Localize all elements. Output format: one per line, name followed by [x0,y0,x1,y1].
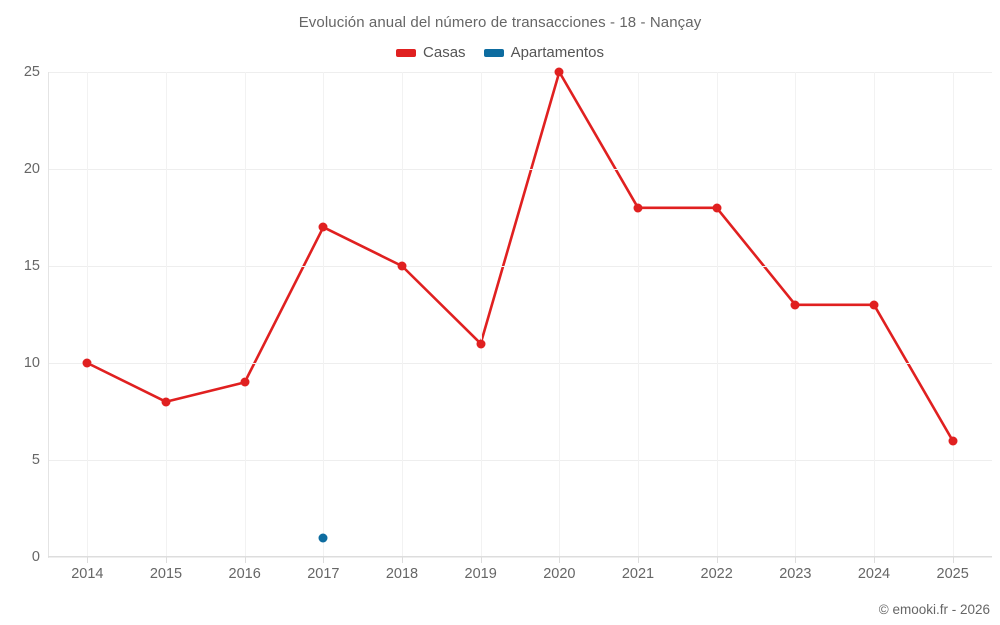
footer-credit: © emooki.fr - 2026 [878,602,990,617]
legend-label-casas: Casas [423,44,466,61]
legend-swatch-casas-icon [396,48,417,57]
gridline-y-15 [48,266,992,267]
y-tick-label-20: 20 [23,161,40,177]
data-point-casas-2023[interactable] [790,300,800,310]
x-tick-label-2019: 2019 [464,566,497,582]
x-axis-line [48,556,992,557]
data-point-casas-2022[interactable] [712,203,722,213]
legend-item-casas[interactable]: Casas [396,44,466,61]
gridline-x-2017 [323,72,325,557]
y-tick-label-0: 0 [31,549,40,565]
data-point-casas-2021[interactable] [633,203,643,213]
x-tick-2014 [87,557,89,563]
legend-label-apartamentos: Apartamentos [510,44,604,61]
chart-title: Evolución anual del número de transaccio… [298,14,702,31]
x-tick-2015 [166,557,167,563]
x-tick-label-2014: 2014 [71,566,104,582]
gridline-x-2023 [795,72,797,557]
y-axis-line [48,72,49,558]
x-tick-2025 [952,557,954,563]
gridline-x-2014 [87,72,89,557]
plot-area [48,67,992,563]
x-tick-2024 [874,557,875,563]
y-tick-label-5: 5 [31,452,40,468]
gridline-y-5 [48,460,992,461]
y-tick-label-15: 15 [23,258,40,274]
x-tick-label-2015: 2015 [149,566,183,582]
data-point-casas-2019[interactable] [476,339,486,349]
data-point-casas-2025[interactable] [948,436,958,446]
series-line-casas [86,72,954,442]
gridline-x-2019 [480,72,482,557]
gridline-x-2025 [952,72,954,557]
x-tick-2020 [559,557,561,563]
x-tick-2016 [244,557,246,563]
gridline-x-2015 [166,72,167,557]
y-tick-label-25: 25 [23,64,40,80]
x-tick-2022 [716,557,718,563]
data-point-casas-2015[interactable] [161,397,171,407]
data-point-casas-2014[interactable] [82,358,92,368]
legend-item-apartamentos[interactable]: Apartamentos [483,44,604,61]
data-point-casas-2017[interactable] [318,222,328,232]
gridline-x-2021 [638,72,639,557]
gridline-y-10 [48,363,992,364]
x-tick-2018 [402,557,403,563]
gridline-y-25 [48,72,992,73]
y-axis-tick-labels: 0 5 10 15 20 25 [0,64,40,565]
data-point-casas-2016[interactable] [240,377,250,387]
data-point-casas-2018[interactable] [397,261,407,271]
gridline-x-2022 [716,72,718,557]
x-tick-2023 [795,557,797,563]
data-point-casas-2020[interactable] [554,67,564,77]
x-tick-label-2023: 2023 [779,566,812,582]
chart-legend: Casas Apartamentos [0,44,1000,61]
series-lines [86,72,954,442]
x-axis-tick-labels: 2014 2015 2016 2017 2018 2019 2020 2021 2022 2023… [48,566,992,588]
data-point-apartamentos-2017[interactable] [318,533,328,543]
y-tick-label-10: 10 [23,355,40,371]
gridline-x-2020 [559,72,561,557]
x-tick-label-2024: 2024 [857,566,891,582]
x-tick-label-2016: 2016 [228,566,261,582]
x-tick-label-2017: 2017 [307,566,340,582]
gridline-x-2016 [244,72,246,557]
legend-swatch-apartamentos-icon [483,48,504,57]
gridline-x-2018 [402,72,403,557]
x-tick-label-2021: 2021 [621,566,655,582]
x-tick-2021 [638,557,639,563]
gridline-y-20 [48,169,992,170]
data-point-casas-2024[interactable] [869,300,879,310]
x-tick-label-2018: 2018 [385,566,419,582]
x-tick-label-2020: 2020 [543,566,576,582]
gridline-x-2024 [874,72,875,557]
x-tick-2019 [480,557,482,563]
x-tick-2017 [323,557,325,563]
x-tick-label-2025: 2025 [936,566,969,582]
gridline-y-0 [48,557,992,558]
x-tick-label-2022: 2022 [700,566,733,582]
